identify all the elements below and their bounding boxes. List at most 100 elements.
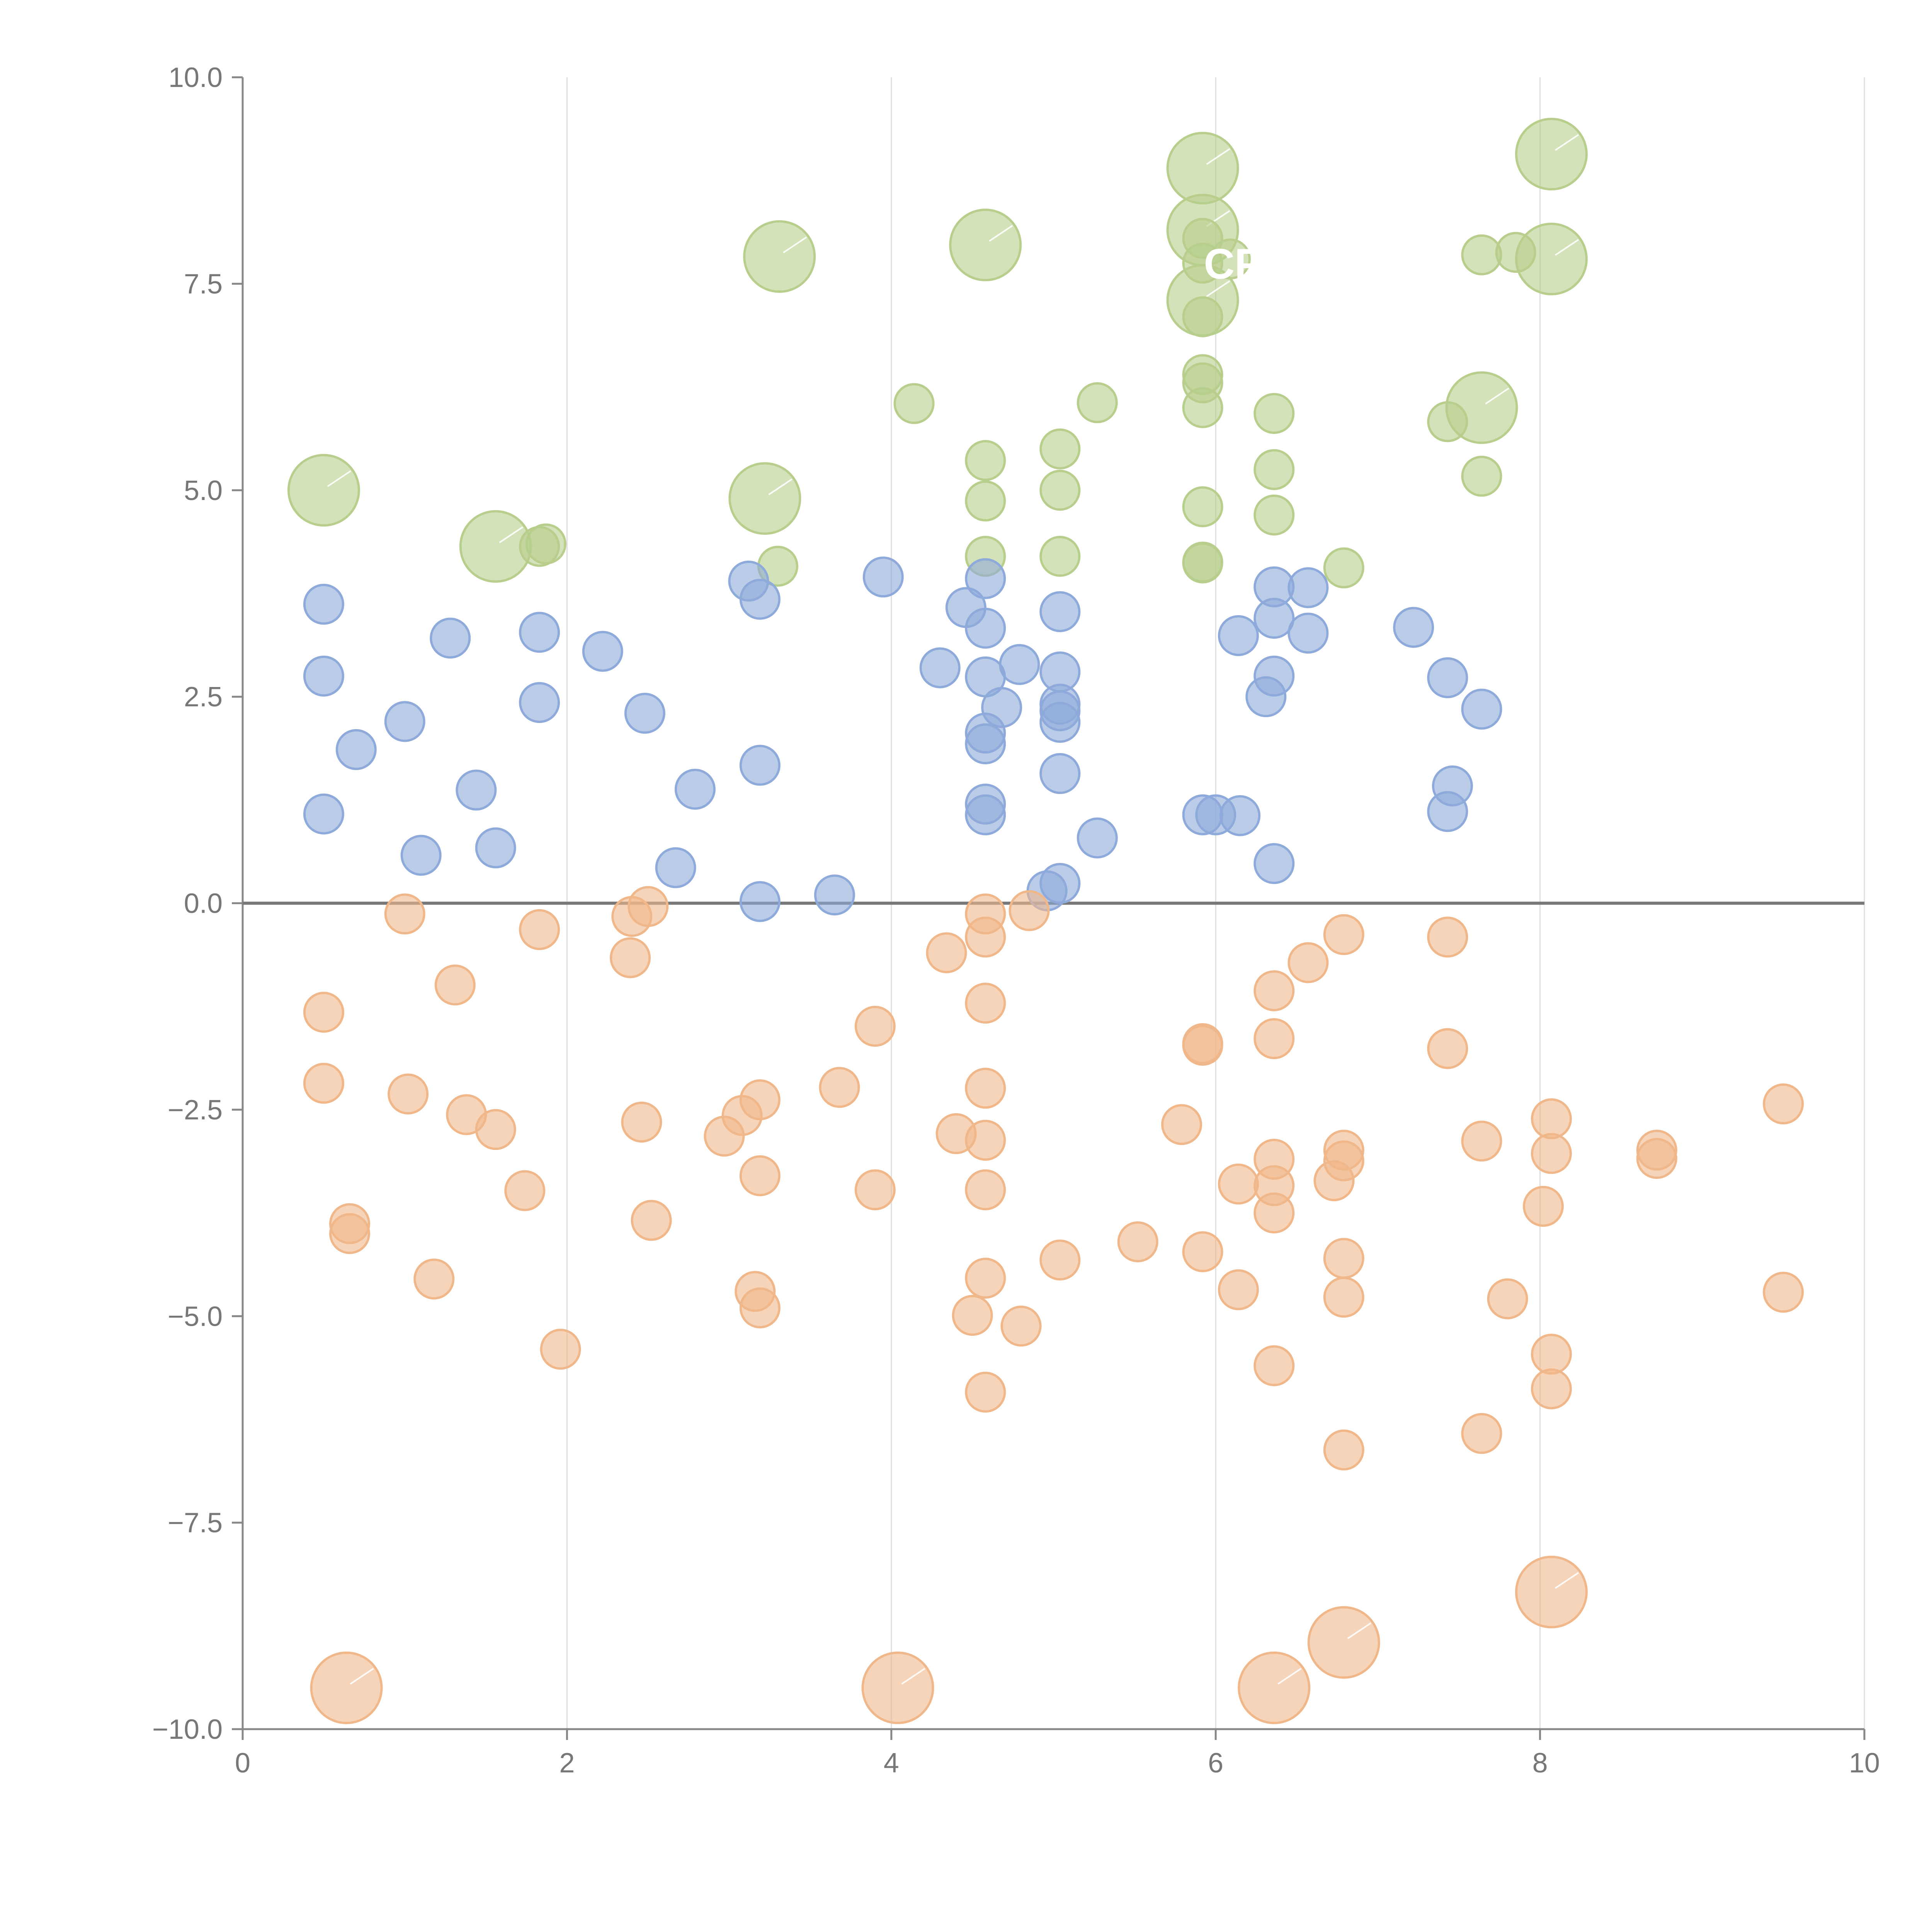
data-point — [965, 794, 1006, 835]
data-point — [1253, 655, 1295, 697]
data-point — [525, 523, 566, 565]
data-point — [1117, 1221, 1158, 1262]
label-leader — [1206, 148, 1230, 165]
data-point — [739, 578, 781, 620]
data-point — [384, 701, 425, 742]
data-point — [621, 1101, 662, 1143]
data-point — [1253, 1018, 1295, 1060]
data-point — [610, 937, 651, 978]
data-point — [1461, 1413, 1502, 1454]
y-tick-label: 10.0 — [168, 62, 223, 93]
data-point — [1323, 1277, 1364, 1318]
series-lower — [303, 886, 1804, 1725]
data-point — [475, 1109, 516, 1150]
y-tick-label: 7.5 — [184, 269, 223, 299]
data-point — [1323, 1429, 1364, 1471]
data-point — [965, 1068, 1006, 1109]
data-point — [1522, 1185, 1564, 1227]
label-leader — [783, 236, 807, 253]
annotations: CP — [1204, 240, 1263, 288]
data-point — [1238, 1651, 1311, 1725]
data-point — [965, 480, 1006, 522]
data-point — [456, 769, 497, 811]
data-point — [1427, 1028, 1468, 1069]
y-tick-label: −5.0 — [168, 1301, 223, 1332]
data-point — [1515, 223, 1588, 296]
data-point — [814, 874, 855, 916]
label-leader — [1554, 239, 1579, 256]
data-point — [631, 1200, 672, 1241]
data-point — [303, 1063, 344, 1104]
data-point — [1323, 1140, 1364, 1182]
label-leader — [1554, 1572, 1579, 1589]
data-point — [965, 1257, 1006, 1299]
data-point — [965, 1119, 1006, 1161]
label-leader — [768, 478, 793, 495]
x-tick-label: 2 — [559, 1748, 575, 1779]
data-point — [1432, 765, 1473, 806]
data-point — [400, 835, 442, 876]
data-point — [1307, 1606, 1380, 1679]
data-point — [981, 687, 1022, 728]
data-point — [287, 454, 360, 527]
data-point — [303, 992, 344, 1033]
label-leader — [901, 1668, 925, 1685]
data-point — [310, 1651, 383, 1725]
data-point — [965, 983, 1006, 1024]
data-point — [728, 462, 801, 535]
data-point — [1166, 132, 1239, 205]
data-point — [862, 556, 904, 598]
data-point — [1763, 1083, 1804, 1124]
data-point — [303, 793, 344, 835]
data-point — [965, 1169, 1006, 1211]
data-point — [624, 692, 665, 734]
data-point — [1000, 1305, 1042, 1347]
data-point — [1531, 1333, 1572, 1375]
series-upper — [287, 117, 1588, 588]
data-point — [893, 383, 935, 424]
data-point — [1039, 469, 1081, 511]
data-point — [965, 1371, 1006, 1413]
data-point — [1218, 1269, 1259, 1310]
data-point — [430, 617, 471, 659]
data-point — [1763, 1272, 1804, 1313]
data-point — [1253, 393, 1295, 434]
data-point — [1531, 1368, 1572, 1410]
data-point — [674, 769, 716, 810]
data-point — [1161, 1104, 1202, 1145]
y-tick-label: −2.5 — [168, 1095, 223, 1126]
data-point — [388, 1073, 429, 1115]
data-point — [854, 1169, 896, 1211]
data-point — [519, 612, 560, 653]
data-points — [287, 117, 1804, 1725]
data-point — [1077, 817, 1118, 859]
data-point — [1323, 914, 1364, 955]
data-point — [1487, 1278, 1528, 1320]
data-point — [1461, 234, 1502, 276]
data-point — [1445, 371, 1518, 444]
y-tick-label: −10.0 — [152, 1714, 223, 1745]
data-point — [1253, 598, 1295, 639]
data-point — [1515, 117, 1588, 190]
data-point — [504, 1170, 546, 1211]
label-leader — [1277, 1668, 1302, 1685]
data-point — [628, 886, 669, 927]
data-point — [949, 208, 1022, 281]
data-point — [519, 909, 560, 950]
data-point — [384, 893, 425, 935]
label-leader — [1554, 134, 1579, 151]
data-point — [861, 1651, 934, 1725]
label-leader — [1347, 1622, 1371, 1639]
data-point — [434, 964, 476, 1006]
x-tick-label: 6 — [1208, 1748, 1223, 1779]
data-point — [1077, 382, 1118, 423]
data-point — [1461, 689, 1502, 730]
annotation-label: CP — [1204, 240, 1263, 288]
data-point — [1218, 1163, 1259, 1205]
x-tick-label: 8 — [1532, 1748, 1548, 1779]
data-point — [1427, 657, 1468, 698]
data-point — [1287, 942, 1329, 983]
x-tick-label: 0 — [235, 1748, 250, 1779]
data-point — [965, 440, 1006, 481]
